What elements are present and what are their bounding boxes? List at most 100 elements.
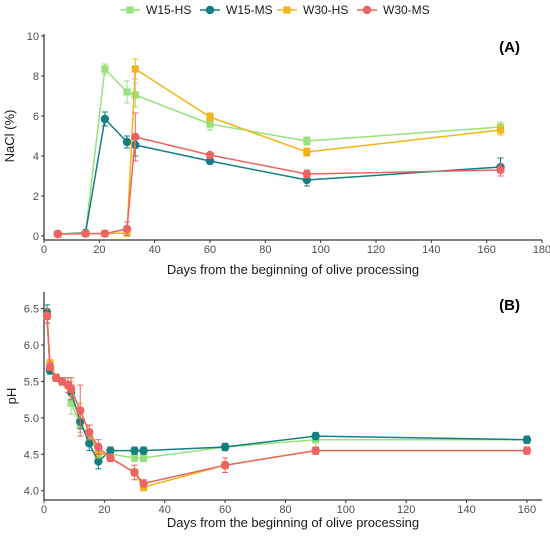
x-tick-label: 0 xyxy=(41,504,47,516)
data-point xyxy=(496,165,505,175)
x-tick-label: 100 xyxy=(311,244,329,256)
panel-a-nacl: 0 20 40 60 80 100 120 140 160 180 0 2 4 6 8 10 Days from… xyxy=(2,31,550,277)
data-point xyxy=(140,454,148,462)
legend-label: W15-HS xyxy=(146,3,191,17)
y-tick-label: 4.0 xyxy=(24,486,39,498)
panel-label: (A) xyxy=(499,39,520,56)
data-point xyxy=(106,446,115,455)
series-w30-hs xyxy=(43,308,531,492)
data-point xyxy=(206,113,214,121)
y-axis-title: NaCl (%) xyxy=(2,110,17,163)
data-point xyxy=(130,454,139,462)
data-point xyxy=(57,377,67,386)
data-point xyxy=(130,446,139,455)
y-tick-label: 4 xyxy=(33,151,39,163)
legend-item-w15-hs: W15-HS xyxy=(120,3,191,17)
x-axis-title: Days from the beginning of olive process… xyxy=(167,515,419,530)
data-point xyxy=(220,442,230,452)
data-point xyxy=(66,384,76,393)
panel-label: (B) xyxy=(499,297,520,314)
legend-swatch-marker xyxy=(205,5,215,15)
data-point xyxy=(81,229,90,238)
y-axis-title: pH xyxy=(4,388,19,405)
x-tick-label: 60 xyxy=(219,504,231,516)
panel-b-ph: 0 20 40 60 80 100 120 140 160 4.0 4.5 5.0 5.5 6.0 6.5 D… xyxy=(4,292,542,530)
x-tick-label: 40 xyxy=(149,244,161,256)
data-point xyxy=(205,150,215,160)
data-point xyxy=(45,362,55,372)
data-point xyxy=(139,446,148,455)
data-point xyxy=(131,91,139,99)
data-point xyxy=(311,431,320,441)
series-line xyxy=(46,315,527,485)
legend-item-w30-ms: W30-MS xyxy=(357,3,430,17)
series-w30-ms xyxy=(42,308,532,488)
data-point xyxy=(42,311,52,321)
x-tick-label: 140 xyxy=(457,504,475,516)
data-point xyxy=(131,132,140,142)
x-tick-label: 0 xyxy=(41,244,47,256)
data-point xyxy=(522,446,532,455)
series-line xyxy=(57,68,501,235)
x-tick-label: 100 xyxy=(337,504,355,516)
data-point xyxy=(206,120,214,128)
y-tick-label: 6 xyxy=(33,111,39,123)
data-point xyxy=(53,229,63,239)
data-point xyxy=(100,114,110,124)
data-point xyxy=(51,373,61,382)
legend-item-w30-hs: W30-HS xyxy=(277,3,348,17)
legend-label: W30-HS xyxy=(303,3,348,17)
data-point xyxy=(302,169,312,179)
data-point xyxy=(76,406,85,415)
legend-swatch-marker xyxy=(362,5,372,15)
x-tick-label: 60 xyxy=(204,244,216,256)
y-tick-label: 8 xyxy=(33,71,39,83)
x-tick-label: 160 xyxy=(477,244,495,256)
x-tick-label: 80 xyxy=(259,244,271,256)
data-point xyxy=(85,428,94,437)
x-tick-label: 80 xyxy=(279,504,291,516)
x-tick-label: 120 xyxy=(367,244,385,256)
series-line xyxy=(57,136,501,235)
legend: W15-HS W15-MS W30-HS W30-MS xyxy=(120,3,430,17)
series-w15-hs xyxy=(54,63,505,238)
x-tick-label: 40 xyxy=(159,504,171,516)
x-tick-label: 20 xyxy=(98,504,110,516)
data-point xyxy=(122,137,132,147)
legend-item-w15-ms: W15-MS xyxy=(200,3,273,17)
y-tick-label: 5.5 xyxy=(24,376,39,388)
y-tick-label: 6.0 xyxy=(24,340,39,352)
series-w15-ms xyxy=(42,304,532,470)
data-point xyxy=(205,156,215,166)
data-point xyxy=(106,453,115,463)
data-point xyxy=(85,439,94,448)
x-tick-label: 20 xyxy=(93,244,105,256)
series-line xyxy=(46,315,527,488)
legend-label: W30-MS xyxy=(383,3,430,17)
y-tick-label: 2 xyxy=(33,191,39,203)
data-point xyxy=(130,468,139,477)
data-point xyxy=(311,446,320,455)
data-point xyxy=(220,461,230,470)
series-line xyxy=(46,315,527,459)
data-point xyxy=(496,126,505,134)
data-point xyxy=(139,479,148,488)
data-point xyxy=(67,399,75,407)
series-w30-ms xyxy=(53,112,505,239)
data-point xyxy=(100,229,110,238)
legend-label: W15-MS xyxy=(226,3,273,17)
x-tick-label: 120 xyxy=(397,504,415,516)
x-axis-title: Days from the beginning of olive process… xyxy=(167,262,419,277)
legend-swatch-marker xyxy=(126,6,134,14)
y-tick-label: 0 xyxy=(33,231,39,243)
x-tick-label: 140 xyxy=(422,244,440,256)
data-point xyxy=(303,137,311,145)
data-point xyxy=(94,442,103,452)
data-point xyxy=(303,148,311,156)
x-tick-label: 160 xyxy=(518,504,536,516)
series-line xyxy=(46,312,527,463)
data-point xyxy=(123,88,131,96)
data-point xyxy=(94,457,103,466)
y-tick-label: 6.5 xyxy=(24,304,39,316)
